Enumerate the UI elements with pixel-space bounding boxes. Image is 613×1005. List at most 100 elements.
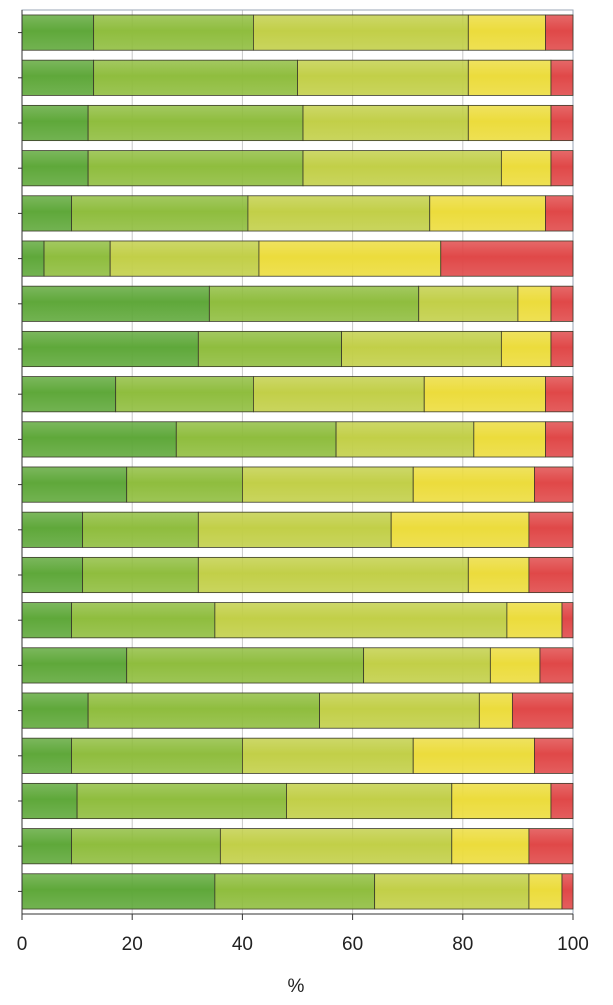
- bar-row-17: [21, 737, 574, 774]
- bar-segment-7-5: [550, 285, 574, 322]
- bar-row-16: [21, 692, 574, 729]
- bar-row-15: [21, 647, 574, 684]
- bar-segment-3-1: [21, 104, 89, 142]
- bar-segment-10-1: [21, 421, 177, 458]
- bar-row-14: [21, 602, 574, 639]
- bar-segment-14-1: [21, 602, 72, 639]
- bar-segment-7-1: [21, 285, 210, 322]
- bar-segment-20-2: [214, 873, 376, 910]
- bar-segment-18-5: [550, 782, 574, 820]
- bar-segment-11-3: [241, 466, 414, 503]
- bar-segment-5-4: [429, 195, 546, 232]
- bar-segment-4-5: [550, 150, 574, 187]
- bar-segment-15-3: [363, 647, 491, 684]
- bar-segment-2-3: [297, 59, 469, 96]
- bar-segment-19-3: [219, 828, 453, 865]
- bar-segment-10-4: [473, 421, 546, 458]
- bar-row-20: [21, 873, 574, 910]
- bar-segment-12-5: [528, 511, 574, 548]
- plot-frame: [21, 9, 574, 915]
- bar-segment-18-3: [286, 782, 453, 820]
- bar-segment-6-1: [21, 240, 45, 277]
- bar-segment-12-3: [197, 511, 392, 548]
- bar-segment-13-1: [21, 556, 84, 594]
- bar-row-8: [21, 330, 574, 368]
- x-tick-label-60: 60: [342, 934, 363, 955]
- bar-segment-3-3: [302, 104, 469, 142]
- bar-segment-17-2: [71, 737, 243, 774]
- bar-segment-14-3: [214, 602, 508, 639]
- bar-row-12: [21, 511, 574, 548]
- bar-segment-8-4: [500, 330, 552, 368]
- bar-segment-7-4: [517, 285, 552, 322]
- bar-segment-20-4: [528, 873, 563, 910]
- bar-segment-20-5: [561, 873, 574, 910]
- bar-segment-3-4: [467, 104, 552, 142]
- bar-row-6: [21, 240, 574, 277]
- bar-segment-6-3: [109, 240, 260, 277]
- x-tick-label-100: 100: [557, 934, 589, 955]
- bar-segment-1-2: [93, 14, 254, 51]
- bar-segment-13-2: [82, 556, 199, 594]
- bar-segment-19-4: [451, 828, 530, 865]
- bar-segment-9-2: [115, 376, 254, 413]
- bar-segment-6-2: [43, 240, 111, 277]
- bar-segment-10-2: [175, 421, 337, 458]
- bar-segment-16-4: [478, 692, 513, 729]
- grid: [21, 9, 574, 915]
- bar-segment-13-3: [197, 556, 469, 594]
- bar-segment-9-3: [253, 376, 425, 413]
- bar-segment-9-4: [423, 376, 546, 413]
- bar-segment-7-3: [418, 285, 519, 322]
- bar-segment-5-5: [545, 195, 574, 232]
- bar-segment-8-1: [21, 330, 199, 368]
- bar-segment-16-5: [511, 692, 574, 729]
- bar-row-10: [21, 421, 574, 458]
- bar-row-2: [21, 59, 574, 96]
- bar-segment-5-1: [21, 195, 72, 232]
- bar-segment-9-5: [545, 376, 574, 413]
- bar-segment-2-4: [467, 59, 552, 96]
- bar-row-1: [21, 14, 574, 51]
- bar-segment-13-5: [528, 556, 574, 594]
- bar-row-11: [21, 466, 574, 503]
- bar-row-13: [21, 556, 574, 594]
- bar-segment-12-4: [390, 511, 530, 548]
- bar-segment-15-4: [489, 647, 541, 684]
- bar-segment-6-4: [258, 240, 442, 277]
- bar-segment-2-1: [21, 59, 95, 96]
- bar-segment-1-3: [253, 14, 469, 51]
- bar-segment-14-2: [71, 602, 216, 639]
- bar-segment-8-2: [197, 330, 342, 368]
- bar-row-4: [21, 150, 574, 187]
- bars: [21, 14, 574, 910]
- bar-segment-16-2: [87, 692, 320, 729]
- bar-row-3: [21, 104, 574, 142]
- bar-segment-4-2: [87, 150, 304, 187]
- bar-segment-12-1: [21, 511, 84, 548]
- bar-segment-10-5: [545, 421, 574, 458]
- bar-segment-11-4: [412, 466, 535, 503]
- bar-segment-17-4: [412, 737, 535, 774]
- bar-segment-16-3: [319, 692, 480, 729]
- bar-segment-14-5: [561, 602, 574, 639]
- bar-segment-19-1: [21, 828, 72, 865]
- bar-segment-1-4: [467, 14, 546, 51]
- bar-row-9: [21, 376, 574, 413]
- bar-segment-5-2: [71, 195, 249, 232]
- bar-segment-19-2: [71, 828, 221, 865]
- bar-segment-5-3: [247, 195, 431, 232]
- x-tick-label-40: 40: [232, 934, 253, 955]
- bar-segment-3-2: [87, 104, 304, 142]
- bar-segment-13-4: [467, 556, 530, 594]
- bar-segment-11-5: [534, 466, 574, 503]
- bar-segment-4-1: [21, 150, 89, 187]
- bar-segment-10-3: [335, 421, 475, 458]
- bar-segment-18-1: [21, 782, 78, 820]
- bar-segment-17-5: [534, 737, 574, 774]
- bar-segment-8-3: [341, 330, 502, 368]
- bar-segment-2-2: [93, 59, 298, 96]
- bar-segment-4-3: [302, 150, 502, 187]
